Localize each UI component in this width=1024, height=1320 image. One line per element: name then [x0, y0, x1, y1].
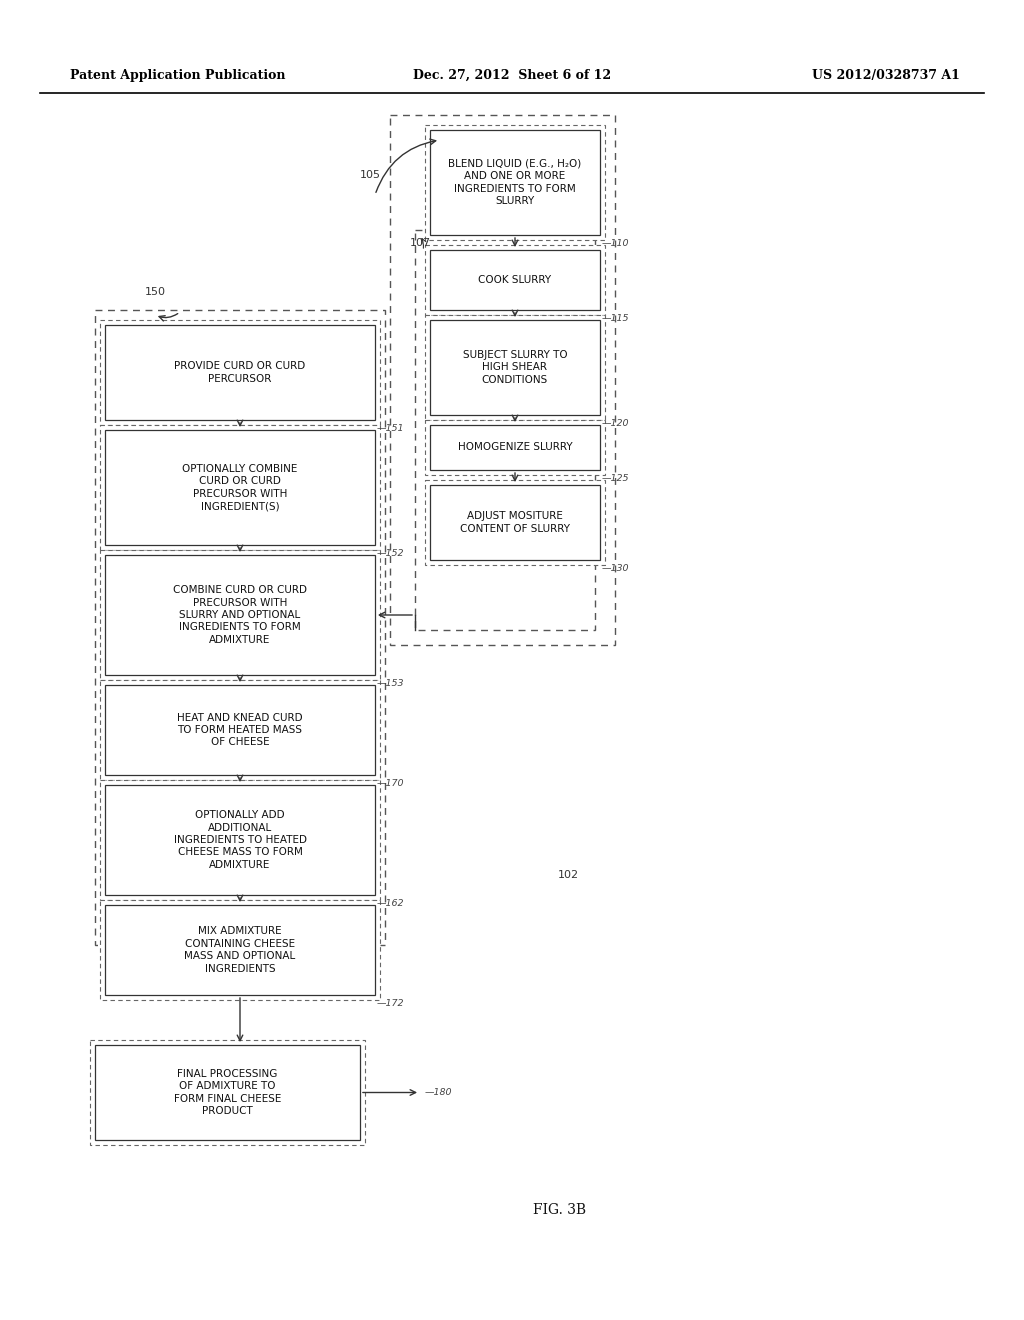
Text: —115: —115 — [602, 314, 630, 323]
Text: —125: —125 — [602, 474, 630, 483]
Bar — [425, 480, 605, 565]
Text: PROVIDE CURD OR CURD
PERCURSOR: PROVIDE CURD OR CURD PERCURSOR — [174, 362, 305, 384]
Bar — [390, 115, 615, 645]
Text: 150: 150 — [145, 286, 166, 297]
Bar — [100, 550, 380, 680]
Bar — [100, 425, 380, 550]
Bar — [415, 230, 595, 630]
Bar — [105, 906, 375, 995]
Text: —152: —152 — [377, 549, 404, 558]
Text: —110: —110 — [602, 239, 630, 248]
Text: —172: —172 — [377, 999, 404, 1008]
Bar — [105, 430, 375, 545]
Bar — [425, 315, 605, 420]
Text: —170: —170 — [377, 779, 404, 788]
Bar — [430, 425, 600, 470]
Bar — [95, 1045, 360, 1140]
Text: SUBJECT SLURRY TO
HIGH SHEAR
CONDITIONS: SUBJECT SLURRY TO HIGH SHEAR CONDITIONS — [463, 350, 567, 385]
Text: FIG. 3B: FIG. 3B — [534, 1203, 587, 1217]
Text: FINAL PROCESSING
OF ADMIXTURE TO
FORM FINAL CHEESE
PRODUCT: FINAL PROCESSING OF ADMIXTURE TO FORM FI… — [174, 1069, 282, 1117]
Text: —151: —151 — [377, 424, 404, 433]
Text: —180: —180 — [425, 1088, 453, 1097]
Bar — [105, 785, 375, 895]
Bar — [425, 246, 605, 315]
Bar — [430, 249, 600, 310]
Text: OPTIONALLY ADD
ADDITIONAL
INGREDIENTS TO HEATED
CHEESE MASS TO FORM
ADMIXTURE: OPTIONALLY ADD ADDITIONAL INGREDIENTS TO… — [173, 810, 306, 870]
Text: OPTIONALLY COMBINE
CURD OR CURD
PRECURSOR WITH
INGREDIENT(S): OPTIONALLY COMBINE CURD OR CURD PRECURSO… — [182, 463, 298, 511]
Bar — [95, 310, 385, 945]
Bar — [430, 129, 600, 235]
Bar — [430, 319, 600, 414]
Bar — [100, 680, 380, 780]
Bar — [105, 685, 375, 775]
Text: —153: —153 — [377, 678, 404, 688]
Text: COOK SLURRY: COOK SLURRY — [478, 275, 552, 285]
Bar — [100, 780, 380, 900]
Bar — [100, 319, 380, 425]
Bar — [430, 484, 600, 560]
Text: —120: —120 — [602, 418, 630, 428]
Bar — [425, 125, 605, 240]
Text: US 2012/0328737 A1: US 2012/0328737 A1 — [812, 69, 961, 82]
Bar — [105, 554, 375, 675]
Text: 105: 105 — [359, 170, 381, 180]
Text: COMBINE CURD OR CURD
PRECURSOR WITH
SLURRY AND OPTIONAL
INGREDIENTS TO FORM
ADMI: COMBINE CURD OR CURD PRECURSOR WITH SLUR… — [173, 585, 307, 644]
Text: —162: —162 — [377, 899, 404, 908]
Text: HOMOGENIZE SLURRY: HOMOGENIZE SLURRY — [458, 442, 572, 453]
Text: MIX ADMIXTURE
CONTAINING CHEESE
MASS AND OPTIONAL
INGREDIENTS: MIX ADMIXTURE CONTAINING CHEESE MASS AND… — [184, 927, 296, 974]
Bar — [90, 1040, 365, 1144]
Text: Patent Application Publication: Patent Application Publication — [70, 69, 286, 82]
Text: 102: 102 — [558, 870, 580, 880]
Bar — [100, 900, 380, 1001]
Text: HEAT AND KNEAD CURD
TO FORM HEATED MASS
OF CHEESE: HEAT AND KNEAD CURD TO FORM HEATED MASS … — [177, 713, 303, 747]
Text: 107: 107 — [410, 238, 431, 248]
Bar — [425, 420, 605, 475]
Bar — [105, 325, 375, 420]
Text: Dec. 27, 2012  Sheet 6 of 12: Dec. 27, 2012 Sheet 6 of 12 — [413, 69, 611, 82]
Text: BLEND LIQUID (E.G., H₂O)
AND ONE OR MORE
INGREDIENTS TO FORM
SLURRY: BLEND LIQUID (E.G., H₂O) AND ONE OR MORE… — [449, 158, 582, 206]
Text: ADJUST MOSITURE
CONTENT OF SLURRY: ADJUST MOSITURE CONTENT OF SLURRY — [460, 511, 570, 533]
Text: —130: —130 — [602, 564, 630, 573]
